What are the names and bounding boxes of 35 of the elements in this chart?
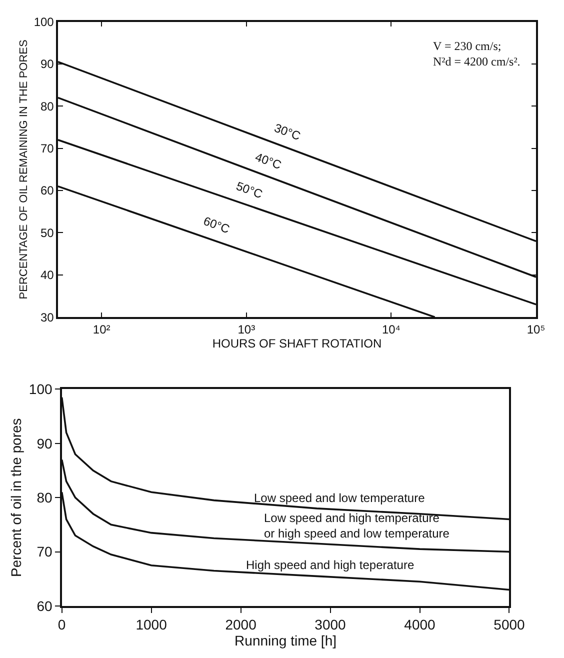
y-tick-label: 60 bbox=[40, 184, 54, 198]
y-tick-label: 80 bbox=[36, 489, 52, 506]
text: 40°C bbox=[253, 150, 284, 172]
x-tick-label: 10² bbox=[92, 322, 110, 336]
x-tick-label: 4000 bbox=[404, 616, 436, 633]
y-axis-title: Percent of oil in the pores bbox=[8, 418, 24, 577]
y-tick-label: 90 bbox=[36, 435, 52, 452]
x-tick-label: 10⁴ bbox=[382, 322, 400, 336]
x-tick-label: 1000 bbox=[136, 616, 168, 633]
y-tick-label: 70 bbox=[36, 544, 52, 560]
text: 50°C bbox=[234, 178, 265, 202]
y-tick-label: 30 bbox=[40, 310, 54, 324]
x-tick-label: 3000 bbox=[314, 616, 346, 633]
y-tick-label: 60 bbox=[36, 598, 52, 614]
text: 30°C bbox=[272, 120, 303, 144]
y-tick-label: 50 bbox=[40, 226, 54, 240]
x-tick-label: 10³ bbox=[238, 322, 256, 336]
x-axis-title: Running time [h] bbox=[234, 632, 337, 649]
x-axis-title: HOURS OF SHAFT ROTATION bbox=[212, 336, 382, 351]
y-tick-label: 80 bbox=[40, 99, 54, 114]
series-label: Low speed and low temperature bbox=[254, 491, 426, 505]
y-tick-label: 40 bbox=[40, 268, 54, 282]
y-tick-label: 100 bbox=[28, 381, 52, 398]
y-axis-title: PERCENTAGE OF OIL REMAINING IN THE PORES bbox=[18, 40, 30, 300]
series-label: Low speed and high temperature or high speed and low temperature bbox=[264, 511, 450, 541]
series-label: High speed and high teperature bbox=[246, 558, 414, 572]
text: 60°C bbox=[202, 214, 232, 236]
y-tick-label: 70 bbox=[40, 142, 54, 156]
x-tick-label: 5000 bbox=[494, 616, 526, 633]
annotation: V = 230 cm/s; N²d = 4200 cm/s². bbox=[433, 39, 520, 69]
x-tick-label: 0 bbox=[58, 616, 66, 633]
x-tick-label: 2000 bbox=[225, 616, 257, 633]
x-tick-label: 10⁵ bbox=[526, 322, 546, 336]
y-tick-label: 100 bbox=[34, 14, 54, 29]
y-tick-label: 90 bbox=[40, 57, 54, 72]
